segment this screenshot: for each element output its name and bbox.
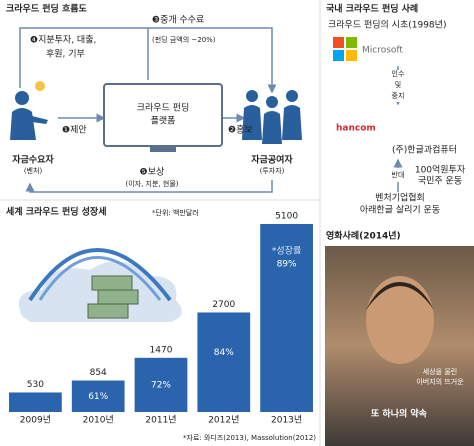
poster-hair [366, 282, 434, 310]
chart-title: 세계 크라우드 펀딩 성장세 [6, 206, 106, 218]
connector [19, 27, 277, 94]
bar [9, 392, 62, 412]
x-tick-label: 2012년 [208, 415, 239, 426]
x-tick-label: 2011년 [145, 415, 176, 426]
person-icon [10, 81, 48, 140]
x-tick-label: 2010년 [83, 415, 114, 426]
step-label: 후원, 기부 [46, 49, 85, 60]
opposition-label: 반대 [392, 170, 405, 179]
movement: 국민주 운동 [418, 176, 462, 187]
platform-label: 플랫폼 [151, 116, 176, 127]
step-label: ❶제안 [62, 125, 87, 136]
investors-icon [242, 90, 302, 144]
step-note: (이자, 지분, 현물) [125, 179, 178, 188]
bar [260, 224, 313, 412]
action-label: 및 [395, 81, 401, 89]
step-label: ❺보상 [140, 167, 165, 178]
source-note: *자료: 와디즈(2013), Massolution(2012) [183, 433, 316, 442]
node-label: 자금공여자 [251, 154, 293, 166]
flow-title: 크라우드 펀딩 흐름도 [6, 3, 88, 15]
x-tick-label: 2009년 [20, 415, 51, 426]
action-label: 인수 [392, 69, 405, 78]
movement: 아래한글 살리기 운동 [360, 205, 440, 216]
label-bg [388, 168, 408, 182]
monitor-icon [103, 83, 223, 152]
company-logo: Microsoft [362, 46, 403, 56]
connector [25, 180, 273, 193]
value-label: 5100 [275, 212, 298, 222]
value-label: 2700 [212, 300, 235, 310]
bar [197, 312, 251, 412]
platform-label: 크라우드 펀딩 [137, 103, 190, 114]
case-title: 국내 크라우드 펀딩 사례 [326, 3, 418, 15]
step-label: ❷홍보 [228, 124, 253, 136]
growth-label: 89% [277, 260, 297, 270]
poster-tagline: 세상을 울린 [423, 367, 457, 376]
label-bg [388, 70, 408, 102]
value-label: 530 [27, 380, 44, 390]
step-label: ❹지분투자, 대출, [30, 35, 96, 46]
growth-title: *성장률 [272, 246, 301, 257]
value-label: 854 [90, 368, 107, 378]
cloud-illustration [18, 248, 182, 322]
value-label: 1470 [150, 345, 173, 355]
company-name: (주)한글과컴퓨터 [392, 144, 457, 156]
growth-label: 61% [88, 392, 108, 402]
poster-face [366, 276, 434, 364]
x-tick-label: 2013년 [271, 415, 302, 426]
node-sub: (투자자) [260, 166, 285, 175]
poster-tagline: 아버지의 뜨거운 [416, 377, 464, 386]
movie-section-title: 영화사례(2014년) [326, 230, 401, 242]
action-label: 중지 [392, 91, 405, 100]
step-note: (펀딩 금액의 ~20%) [152, 35, 216, 44]
bar [71, 380, 125, 412]
case-subtitle: 크라우드 펀딩의 시초(1998년) [328, 20, 446, 31]
ms-logo [333, 37, 357, 61]
movement: 100억원투자 [415, 164, 466, 176]
bar [134, 357, 188, 412]
node-label: 자금수요자 [12, 154, 54, 166]
movie-title: 또 하나의 약속 [371, 408, 427, 420]
company-logo: hancom [336, 124, 376, 134]
node-sub: (벤처) [24, 166, 43, 175]
unit-note: *단위: 백만달러 [152, 208, 199, 217]
growth-label: 72% [151, 380, 171, 390]
movement: 벤처기업협회 [375, 192, 425, 204]
growth-label: 84% [214, 348, 234, 358]
step-label: ❸중개 수수료 [152, 15, 204, 26]
